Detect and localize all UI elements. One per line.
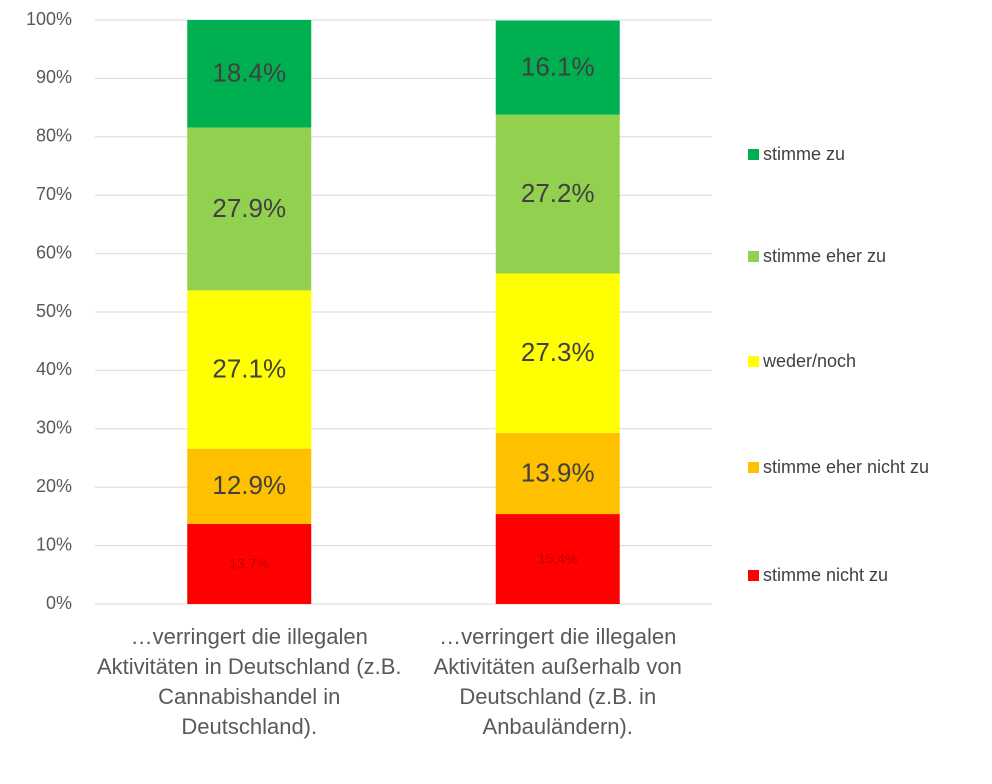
data-label: 18.4% <box>212 58 286 88</box>
bar-segment <box>495 432 620 515</box>
bar-segment <box>187 127 312 291</box>
y-tick-label: 40% <box>36 359 72 379</box>
legend-swatch <box>748 251 759 262</box>
legend-label: stimme eher zu <box>763 246 887 266</box>
data-label: 27.9% <box>212 193 286 223</box>
legend-item: stimme eher zu <box>748 245 978 267</box>
data-label: 12.9% <box>212 470 286 500</box>
bar-segment <box>495 20 620 115</box>
legend-swatch <box>748 462 759 473</box>
data-label: 13.9% <box>521 457 595 487</box>
legend-swatch <box>748 570 759 581</box>
bar-segment <box>187 20 312 128</box>
data-label: 16.1% <box>521 51 595 81</box>
y-tick-label: 70% <box>36 184 72 204</box>
data-label: 15.4% <box>538 551 578 567</box>
y-tick-label: 10% <box>36 534 72 554</box>
y-tick-label: 90% <box>36 67 72 87</box>
legend-label: stimme zu <box>763 144 846 164</box>
legend-item: stimme nicht zu <box>748 564 978 586</box>
legend-swatch <box>748 149 759 160</box>
x-tick-label: …verringert die illegalen Aktivitäten au… <box>433 624 682 739</box>
bar-segment <box>187 523 312 604</box>
legend-item: weder/noch <box>748 350 978 372</box>
y-tick-label: 60% <box>36 242 72 262</box>
y-tick-label: 30% <box>36 418 72 438</box>
data-label: 13.7% <box>229 556 269 572</box>
x-tick-label: …verringert die illegalen Aktivitäten in… <box>97 624 402 739</box>
bar-segment <box>495 114 620 274</box>
legend-label: weder/noch <box>763 351 857 371</box>
y-tick-label: 100% <box>26 9 72 29</box>
bar-segment <box>187 290 312 449</box>
legend-swatch <box>748 356 759 367</box>
bar-segment <box>187 448 312 524</box>
y-tick-label: 20% <box>36 476 72 496</box>
legend-item: stimme zu <box>748 143 978 165</box>
legend-item: stimme eher nicht zu <box>748 456 980 478</box>
bar-segment <box>495 514 620 604</box>
data-label: 27.1% <box>212 353 286 383</box>
legend-label: stimme nicht zu <box>763 565 889 585</box>
legend-label: stimme eher nicht zu <box>763 457 930 477</box>
y-tick-label: 0% <box>46 593 72 613</box>
data-label: 27.2% <box>521 178 595 208</box>
data-label: 27.3% <box>521 337 595 367</box>
y-tick-label: 50% <box>36 301 72 321</box>
y-tick-label: 80% <box>36 126 72 146</box>
bar-segment <box>495 273 620 433</box>
